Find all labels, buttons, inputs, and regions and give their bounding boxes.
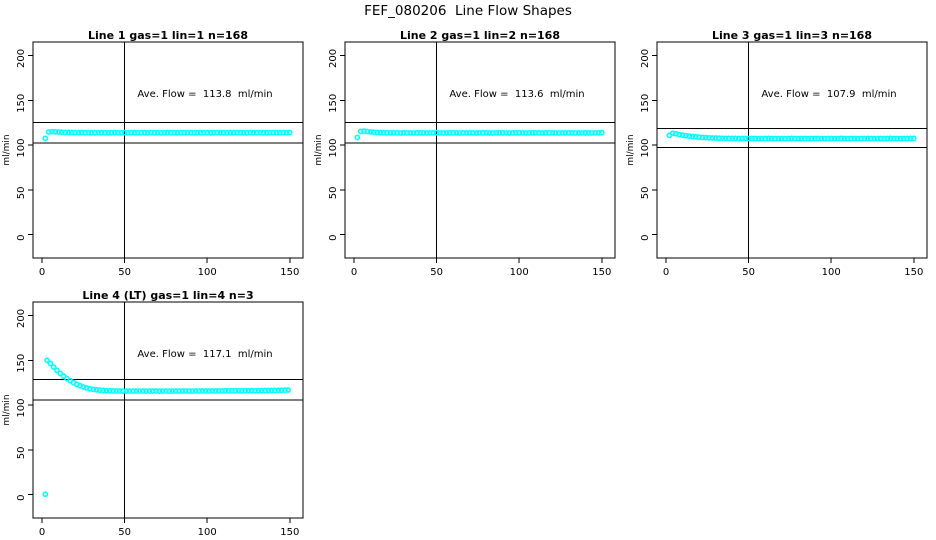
svg-text:100: 100 bbox=[822, 267, 841, 278]
svg-text:100: 100 bbox=[510, 267, 529, 278]
svg-text:50: 50 bbox=[430, 267, 443, 278]
plot-area-line-4: 0 50 100 150 0 50 100 150 200 ml/min bbox=[2, 301, 304, 538]
svg-text:0: 0 bbox=[16, 495, 27, 501]
svg-text:50: 50 bbox=[118, 267, 131, 278]
plot-area-line-1: 0 50 100 150 0 50 100 150 200 ml/min bbox=[2, 41, 304, 278]
ave-flow-annotation: Ave. Flow = 113.6 ml/min bbox=[449, 89, 585, 100]
svg-text:150: 150 bbox=[904, 267, 923, 278]
svg-text:200: 200 bbox=[16, 309, 27, 328]
svg-text:ml/min: ml/min bbox=[2, 134, 12, 165]
figure-title: FEF_080206 Line Flow Shapes bbox=[364, 3, 572, 19]
ave-flow-annotation: Ave. Flow = 117.1 ml/min bbox=[137, 349, 273, 360]
svg-text:150: 150 bbox=[592, 267, 611, 278]
svg-text:100: 100 bbox=[16, 139, 27, 158]
svg-text:0: 0 bbox=[39, 527, 45, 538]
svg-text:0: 0 bbox=[16, 235, 27, 241]
svg-text:150: 150 bbox=[280, 267, 299, 278]
svg-text:50: 50 bbox=[118, 527, 131, 538]
svg-text:ml/min: ml/min bbox=[2, 394, 12, 425]
svg-text:0: 0 bbox=[328, 235, 339, 241]
svg-text:150: 150 bbox=[328, 94, 339, 113]
panel-title: Line 1 gas=1 lin=1 n=168 bbox=[87, 29, 248, 42]
svg-text:200: 200 bbox=[640, 49, 651, 68]
svg-text:50: 50 bbox=[16, 187, 27, 200]
svg-text:200: 200 bbox=[16, 49, 27, 68]
svg-text:0: 0 bbox=[640, 235, 651, 241]
panel-title: Line 3 gas=1 lin=3 n=168 bbox=[711, 29, 872, 42]
ave-flow-annotation: Ave. Flow = 113.8 ml/min bbox=[137, 89, 273, 100]
plot-area-line-3: 0 50 100 150 0 50 100 150 200 ml/min bbox=[626, 41, 928, 278]
svg-text:100: 100 bbox=[198, 527, 217, 538]
ave-flow-annotation: Ave. Flow = 107.9 ml/min bbox=[761, 89, 897, 100]
svg-text:50: 50 bbox=[742, 267, 755, 278]
panel-title: Line 2 gas=1 lin=2 n=168 bbox=[399, 29, 560, 42]
panel-line-3: Line 3 gas=1 lin=3 n=168 Ave. Flow = 107… bbox=[624, 28, 936, 280]
panel-title: Line 4 (LT) gas=1 lin=4 n=3 bbox=[82, 289, 254, 302]
svg-text:50: 50 bbox=[328, 187, 339, 200]
svg-text:150: 150 bbox=[16, 354, 27, 373]
svg-text:150: 150 bbox=[640, 94, 651, 113]
svg-text:ml/min: ml/min bbox=[314, 134, 324, 165]
svg-text:100: 100 bbox=[198, 267, 217, 278]
svg-text:100: 100 bbox=[328, 139, 339, 158]
svg-text:150: 150 bbox=[280, 527, 299, 538]
panel-line-2: Line 2 gas=1 lin=2 n=168 Ave. Flow = 113… bbox=[312, 28, 624, 280]
panel-line-1: Line 1 gas=1 lin=1 n=168 Ave. Flow = 113… bbox=[0, 28, 312, 280]
svg-text:50: 50 bbox=[16, 447, 27, 460]
svg-text:50: 50 bbox=[640, 187, 651, 200]
svg-text:ml/min: ml/min bbox=[626, 134, 636, 165]
panel-line-4: Line 4 (LT) gas=1 lin=4 n=3 Ave. Flow = … bbox=[0, 288, 312, 540]
svg-text:150: 150 bbox=[16, 94, 27, 113]
svg-text:0: 0 bbox=[351, 267, 357, 278]
svg-text:0: 0 bbox=[663, 267, 669, 278]
plot-area-line-2: 0 50 100 150 0 50 100 150 200 ml/min bbox=[314, 41, 616, 278]
svg-text:100: 100 bbox=[16, 399, 27, 418]
svg-text:200: 200 bbox=[328, 49, 339, 68]
svg-text:0: 0 bbox=[39, 267, 45, 278]
svg-text:100: 100 bbox=[640, 139, 651, 158]
